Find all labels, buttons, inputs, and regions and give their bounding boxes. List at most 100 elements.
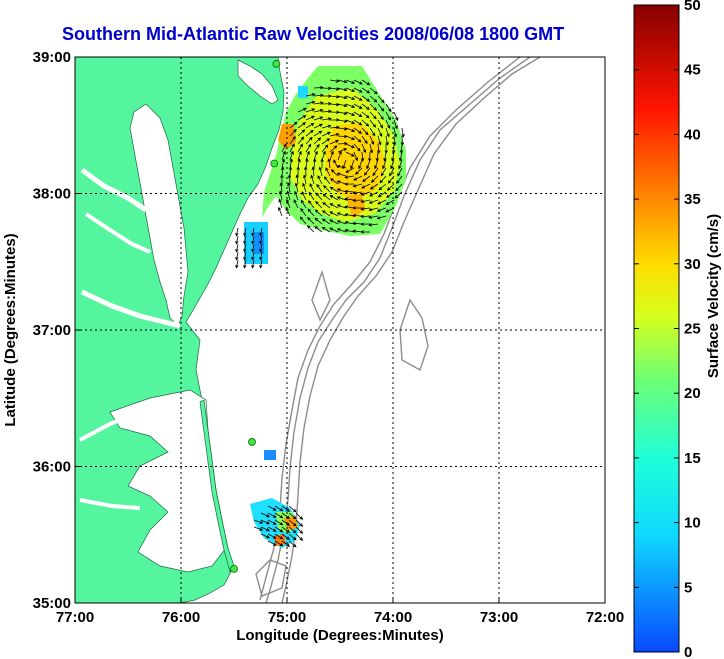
velocity-arrow bbox=[336, 204, 347, 209]
velocity-arrow bbox=[394, 191, 403, 199]
colorbar-tick-label: 0 bbox=[684, 644, 692, 659]
velocity-arrow bbox=[344, 175, 355, 179]
velocity-arrow bbox=[235, 259, 239, 269]
velocity-arrow bbox=[329, 211, 339, 217]
velocity-arrow bbox=[333, 159, 339, 169]
velocity-arrow bbox=[267, 526, 277, 532]
velocity-arrow bbox=[321, 226, 331, 233]
velocity-arrow bbox=[253, 519, 264, 524]
velocity-arrow bbox=[369, 143, 374, 154]
velocity-arrow bbox=[385, 199, 395, 206]
velocity-arrow bbox=[329, 87, 340, 91]
velocity-arrow bbox=[274, 540, 284, 547]
velocity-arrow bbox=[280, 166, 285, 177]
radar-site-marker bbox=[270, 159, 279, 168]
velocity-arrow bbox=[337, 111, 348, 115]
velocity-arrow bbox=[278, 190, 283, 201]
velocity-arrow bbox=[307, 208, 315, 217]
velocity-arrow bbox=[288, 166, 293, 177]
velocity-arrow bbox=[317, 175, 323, 185]
colorbar-tick-label: 35 bbox=[684, 191, 701, 208]
velocity-arrow bbox=[235, 227, 239, 237]
velocity-arrow bbox=[314, 217, 323, 225]
velocity-arrow bbox=[375, 151, 379, 162]
velocity-arrow bbox=[361, 87, 371, 94]
velocity-arrow bbox=[259, 243, 263, 253]
velocity-arrow bbox=[345, 135, 356, 141]
velocity-arrow bbox=[302, 182, 307, 193]
velocity-arrow bbox=[345, 127, 356, 132]
velocity-arrow bbox=[321, 117, 332, 121]
james-river bbox=[80, 289, 181, 329]
velocity-arrow bbox=[311, 166, 315, 177]
velocity-arrow bbox=[345, 143, 356, 149]
velocity-arrow bbox=[267, 540, 277, 546]
y-tick-label: 36:00 bbox=[33, 459, 71, 476]
pamlico-sound bbox=[109, 389, 227, 573]
velocity-arrow bbox=[344, 182, 355, 186]
velocity-arrow bbox=[329, 195, 339, 201]
velocity-arrow bbox=[297, 107, 308, 113]
velocity-arrow bbox=[400, 135, 405, 146]
velocity-arrow bbox=[345, 103, 356, 108]
velocity-arrow bbox=[297, 122, 307, 129]
velocity-arrow bbox=[383, 151, 387, 162]
velocity-arrow bbox=[307, 216, 315, 225]
velocity-arrow bbox=[377, 95, 385, 104]
velocity-arrow bbox=[329, 227, 339, 233]
colorbar-tick-label: 45 bbox=[684, 62, 701, 79]
outer-banks bbox=[199, 399, 235, 573]
velocity-arrow bbox=[398, 159, 403, 170]
velocity-arrow bbox=[295, 526, 304, 534]
velocity-arrow bbox=[321, 150, 326, 161]
velocity-arrow bbox=[360, 230, 371, 234]
x-tick-label: 77:00 bbox=[56, 609, 94, 626]
velocity-arrow bbox=[376, 143, 381, 154]
velocity-arrow bbox=[344, 197, 355, 201]
velocity-arrow bbox=[295, 174, 299, 185]
velocity-arrow bbox=[243, 235, 247, 245]
velocity-arrow bbox=[377, 103, 385, 112]
velocity-arrow bbox=[297, 129, 306, 137]
velocity-arrow bbox=[325, 167, 331, 177]
velocity-arrow bbox=[321, 144, 329, 153]
velocity-arrow bbox=[243, 251, 247, 261]
velocity-arrow bbox=[360, 222, 371, 226]
velocity-arrow bbox=[354, 167, 363, 175]
velocity-arrow bbox=[362, 175, 371, 183]
velocity-arrow bbox=[329, 125, 340, 130]
x-tick-label: 76:00 bbox=[162, 609, 200, 626]
velocity-arrow bbox=[289, 128, 297, 137]
velocity-arrow bbox=[369, 135, 375, 146]
velocity-arrow bbox=[369, 183, 379, 190]
velocity-arrow bbox=[281, 540, 291, 547]
velocity-arrow bbox=[353, 143, 361, 152]
velocity-arrow bbox=[305, 100, 316, 105]
velocity-arrow bbox=[260, 519, 271, 525]
velocity-arrow bbox=[297, 136, 305, 145]
y-tick-label: 38:00 bbox=[33, 186, 71, 203]
velocity-arrow bbox=[337, 148, 348, 153]
velocity-arrow bbox=[385, 111, 391, 121]
velocity-arrow bbox=[235, 235, 239, 245]
velocity-arrow bbox=[353, 135, 362, 143]
velocity-arrow bbox=[336, 188, 347, 193]
velocity-arrow bbox=[353, 95, 363, 101]
velocity-arrow bbox=[382, 159, 387, 170]
velocity-arrow bbox=[368, 223, 379, 227]
velocity-arrow bbox=[267, 505, 277, 511]
velocity-arrow bbox=[313, 130, 323, 137]
velocity-arrow bbox=[243, 227, 247, 237]
velocity-arrow bbox=[288, 540, 297, 548]
velocity-arrow bbox=[294, 182, 299, 193]
velocity-arrow bbox=[366, 159, 371, 170]
velocity-arrow bbox=[274, 505, 284, 512]
velocity-arrow bbox=[305, 158, 309, 169]
velocity-arrow bbox=[274, 512, 284, 519]
delaware-bay bbox=[237, 59, 279, 105]
velocity-arrow bbox=[361, 183, 371, 189]
velocity-arrow bbox=[295, 533, 304, 541]
velocity-arrow bbox=[361, 103, 370, 110]
velocity-arrow bbox=[352, 213, 363, 218]
velocity-arrow bbox=[386, 183, 395, 191]
